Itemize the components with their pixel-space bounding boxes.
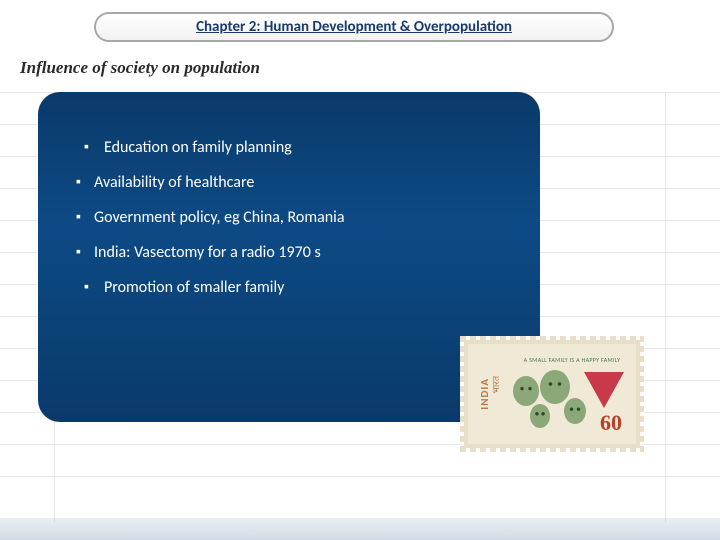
bullet-list: Education on family planning Availabilit… xyxy=(76,138,518,297)
slide-subtitle: Influence of society on population xyxy=(20,58,260,78)
stamp-value: 60 xyxy=(600,410,622,436)
list-item: Government policy, eg China, Romania xyxy=(76,208,518,227)
list-item: Availability of healthcare xyxy=(76,173,518,192)
stamp-country-hindi: भारत xyxy=(490,376,503,393)
stamp-image: A SMALL FAMILY IS A HAPPY FAMILY INDIA भ… xyxy=(460,336,644,452)
list-item: India: Vasectomy for a radio 1970 s xyxy=(76,243,518,262)
list-item: Promotion of smaller family xyxy=(76,278,518,297)
stamp-inner: A SMALL FAMILY IS A HAPPY FAMILY INDIA भ… xyxy=(468,344,636,444)
list-item: Education on family planning xyxy=(76,138,518,157)
stamp-caption: A SMALL FAMILY IS A HAPPY FAMILY xyxy=(516,356,628,364)
triangle-icon xyxy=(584,372,624,408)
footer-band xyxy=(0,518,720,540)
chapter-title: Chapter 2: Human Development & Overpopul… xyxy=(196,18,512,36)
title-bar: Chapter 2: Human Development & Overpopul… xyxy=(94,12,614,42)
